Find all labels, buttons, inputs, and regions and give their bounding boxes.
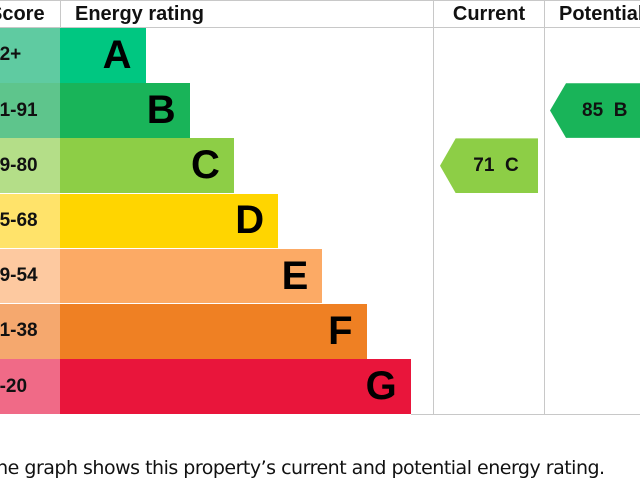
column-divider <box>433 0 434 415</box>
chart-caption: The graph shows this property’s current … <box>0 457 605 479</box>
score-range: 21-38 <box>0 320 38 342</box>
band-bar-f: F <box>60 304 367 359</box>
top-border <box>0 0 640 1</box>
score-cell-d: 55-68 <box>0 193 60 249</box>
band-bar-b: B <box>60 83 190 138</box>
score-cell-b: 81-91 <box>0 83 60 138</box>
band-letter: F <box>328 308 353 353</box>
header-potential: Potential <box>559 3 640 25</box>
header-current: Current <box>452 3 526 25</box>
band-letter: C <box>191 143 220 188</box>
band-letter: B <box>146 88 176 133</box>
column-divider <box>544 0 545 415</box>
current-rating-label: 71 C <box>473 154 519 176</box>
score-cell-a: 92+ <box>0 28 60 83</box>
score-cell-g: 1-20 <box>0 359 60 414</box>
band-bar-g: G <box>60 359 411 414</box>
score-range: 81-91 <box>0 99 38 121</box>
score-range: 92+ <box>0 44 22 66</box>
band-letter: D <box>235 198 265 243</box>
band-letter: E <box>281 253 309 298</box>
header-score: Score <box>0 3 45 25</box>
band-bar-e: E <box>60 248 323 304</box>
score-range: 1-20 <box>0 375 28 397</box>
score-range: 69-80 <box>0 154 38 176</box>
score-range: 39-54 <box>0 265 38 287</box>
band-letter: G <box>365 364 397 409</box>
header-energy-rating: Energy rating <box>75 3 204 25</box>
header-divider <box>0 27 640 28</box>
score-cell-c: 69-80 <box>0 138 60 194</box>
potential-rating-arrow: 85 B <box>550 83 640 138</box>
current-rating-arrow: 71 C <box>440 138 538 194</box>
score-range: 55-68 <box>0 209 38 231</box>
band-bar-c: C <box>60 138 234 194</box>
score-cell-e: 39-54 <box>0 248 60 304</box>
potential-rating-label: 85 B <box>582 99 628 121</box>
bottom-border <box>411 414 640 415</box>
band-bar-d: D <box>60 193 279 249</box>
score-cell-f: 21-38 <box>0 304 60 359</box>
band-letter: A <box>102 32 132 77</box>
column-divider <box>60 0 61 28</box>
band-bar-a: A <box>60 28 146 83</box>
